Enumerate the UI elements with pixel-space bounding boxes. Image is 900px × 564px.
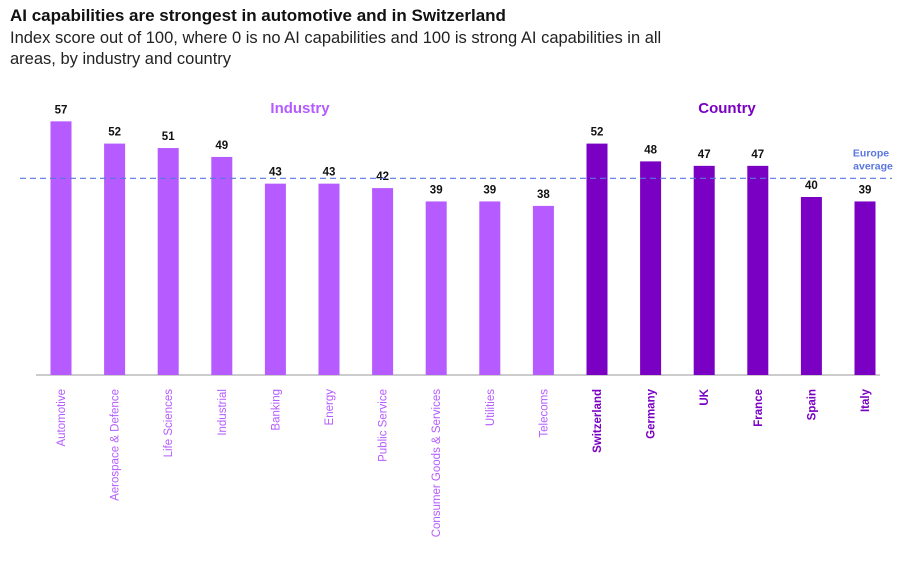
bar-aerospace-defence xyxy=(104,143,126,375)
value-label: 47 xyxy=(751,149,764,161)
bar-telecoms xyxy=(532,205,554,375)
bar-italy xyxy=(854,201,876,375)
value-label: 40 xyxy=(805,180,818,192)
bar-uk xyxy=(693,165,715,375)
bar-banking xyxy=(264,183,286,375)
bar-spain xyxy=(800,197,822,375)
group-label-country: Country xyxy=(698,100,756,117)
category-label: UK xyxy=(699,388,711,405)
bar-automotive xyxy=(50,121,72,375)
europe-average-label: average xyxy=(853,160,893,172)
category-label: Telecoms xyxy=(538,389,550,438)
category-label: Public Service xyxy=(378,389,390,462)
bar-energy xyxy=(318,183,340,375)
value-label: 39 xyxy=(430,184,443,196)
category-label: Spain xyxy=(806,389,818,420)
chart-title: AI capabilities are strongest in automot… xyxy=(10,6,506,25)
value-label: 43 xyxy=(323,167,336,179)
value-label: 39 xyxy=(859,184,872,196)
category-label: Utilities xyxy=(485,389,497,426)
value-label: 43 xyxy=(269,167,282,179)
category-label: Aerospace & Defence xyxy=(110,389,122,501)
value-label: 47 xyxy=(698,149,711,161)
category-label: Energy xyxy=(324,389,336,426)
bar-industrial xyxy=(211,156,233,375)
bar-utilities xyxy=(479,201,501,375)
bar-germany xyxy=(640,161,662,375)
category-label: Italy xyxy=(860,388,872,412)
category-label: France xyxy=(753,389,765,427)
chart-subtitle: Index score out of 100, where 0 is no AI… xyxy=(10,29,662,68)
category-label: Automotive xyxy=(56,389,68,447)
value-label: 52 xyxy=(591,127,604,139)
bar-switzerland xyxy=(586,143,608,375)
category-label: Consumer Goods & Services xyxy=(431,389,443,538)
bar-life-sciences xyxy=(157,148,179,375)
bar-public-service xyxy=(372,188,394,375)
value-label: 39 xyxy=(483,184,496,196)
europe-average-label: Europe xyxy=(853,147,889,159)
value-label: 42 xyxy=(376,171,389,183)
category-label: Germany xyxy=(646,388,658,438)
value-label: 52 xyxy=(108,127,121,139)
category-label: Switzerland xyxy=(592,389,604,453)
value-label: 38 xyxy=(537,189,550,201)
value-label: 49 xyxy=(215,140,228,152)
value-label: 48 xyxy=(644,144,657,156)
value-label: 57 xyxy=(55,104,68,116)
group-label-industry: Industry xyxy=(270,100,330,117)
bar-france xyxy=(747,165,769,375)
bar-consumer-goods-services xyxy=(425,201,447,375)
category-label: Banking xyxy=(270,389,282,431)
value-label: 51 xyxy=(162,131,175,143)
category-label: Life Sciences xyxy=(163,389,175,458)
category-label: Industrial xyxy=(217,389,229,436)
